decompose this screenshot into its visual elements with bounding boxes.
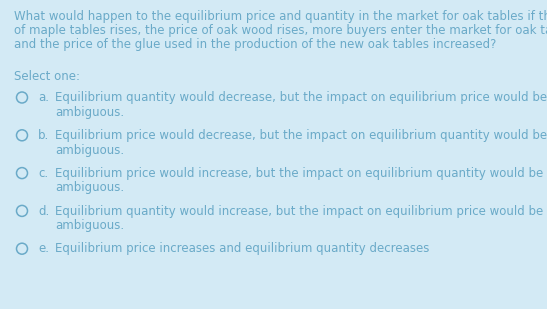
Text: a.: a. — [38, 91, 49, 104]
Text: Equilibrium price would increase, but the impact on equilibrium quantity would b: Equilibrium price would increase, but th… — [55, 167, 543, 180]
Text: e.: e. — [38, 242, 49, 256]
Text: What would happen to the equilibrium price and quantity in the market for oak ta: What would happen to the equilibrium pri… — [14, 10, 547, 23]
Text: Equilibrium price would decrease, but the impact on equilibrium quantity would b: Equilibrium price would decrease, but th… — [55, 129, 547, 142]
Text: Equilibrium quantity would increase, but the impact on equilibrium price would b: Equilibrium quantity would increase, but… — [55, 205, 543, 218]
Text: ambiguous.: ambiguous. — [55, 219, 124, 232]
Text: ambiguous.: ambiguous. — [55, 106, 124, 119]
Text: d.: d. — [38, 205, 49, 218]
Text: ambiguous.: ambiguous. — [55, 144, 124, 157]
Text: Select one:: Select one: — [14, 70, 80, 83]
Text: ambiguous.: ambiguous. — [55, 181, 124, 194]
Text: Equilibrium price increases and equilibrium quantity decreases: Equilibrium price increases and equilibr… — [55, 242, 429, 256]
Text: c.: c. — [38, 167, 48, 180]
Text: and the price of the glue used in the production of the new oak tables increased: and the price of the glue used in the pr… — [14, 38, 496, 51]
Text: b.: b. — [38, 129, 49, 142]
Text: of maple tables rises, the price of oak wood rises, more buyers enter the market: of maple tables rises, the price of oak … — [14, 24, 547, 37]
Text: Equilibrium quantity would decrease, but the impact on equilibrium price would b: Equilibrium quantity would decrease, but… — [55, 91, 547, 104]
